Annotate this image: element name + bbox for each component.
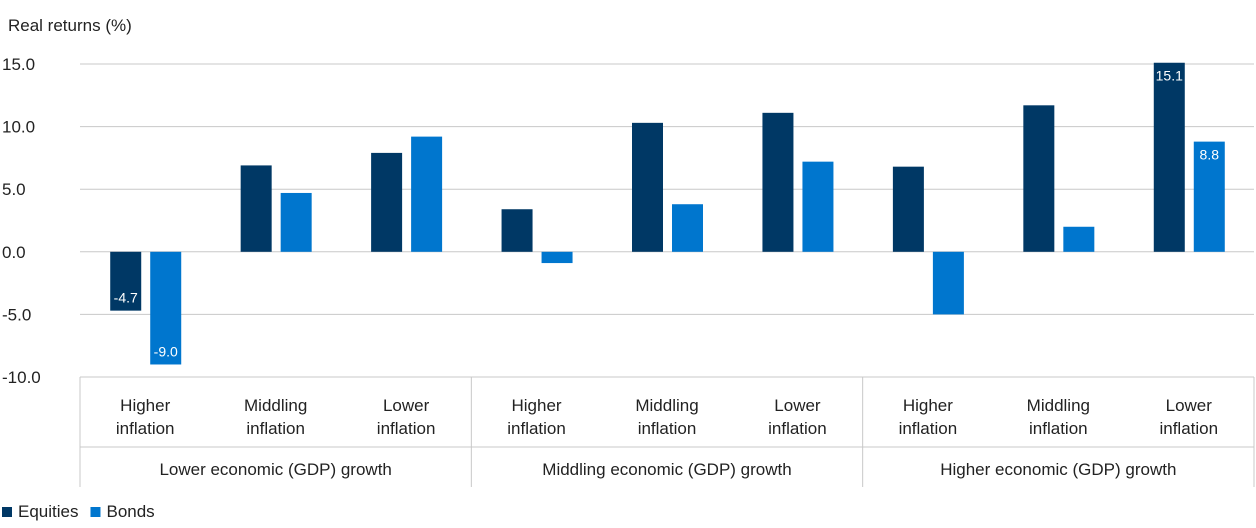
x-category-label: inflation bbox=[768, 419, 827, 438]
x-category-label: Lower bbox=[1166, 396, 1213, 415]
x-category-label: Lower bbox=[383, 396, 430, 415]
legend: Equities Bonds bbox=[2, 502, 155, 521]
x-axis: Higher inflation Middling inflation Lower inf… bbox=[79, 377, 1255, 487]
y-axis-title: Real returns (%) bbox=[8, 16, 132, 35]
x-category-label: Middling bbox=[635, 396, 698, 415]
y-tick-label: -10.0 bbox=[2, 368, 41, 387]
bar-equities bbox=[110, 251, 142, 311]
y-tick-label: 15.0 bbox=[2, 55, 35, 74]
data-label: -9.0 bbox=[154, 343, 178, 359]
x-category-label: inflation bbox=[246, 419, 305, 438]
bar-equities bbox=[501, 209, 533, 252]
x-category-label: Lower bbox=[774, 396, 821, 415]
x-category-label: Higher bbox=[903, 396, 953, 415]
y-tick-label: -5.0 bbox=[2, 305, 31, 324]
bar-bonds bbox=[1193, 141, 1225, 252]
data-labels: -4.7 15.1 -9.0 8.8 bbox=[114, 68, 1220, 360]
bar-bonds bbox=[541, 251, 573, 264]
bar-bonds bbox=[672, 204, 703, 252]
bar-bonds bbox=[932, 251, 964, 315]
x-category-label: inflation bbox=[116, 419, 175, 438]
bar-equities bbox=[762, 112, 794, 252]
legend-swatch-bonds bbox=[90, 507, 101, 517]
x-category-label: inflation bbox=[638, 419, 697, 438]
x-category-label: Higher bbox=[120, 396, 170, 415]
bar-bonds bbox=[1063, 226, 1095, 252]
legend-label-bonds: Bonds bbox=[106, 502, 154, 521]
y-tick-label: 10.0 bbox=[2, 118, 35, 137]
data-label: -4.7 bbox=[114, 290, 138, 306]
x-group-label: Middling economic (GDP) growth bbox=[542, 460, 791, 479]
data-label: 15.1 bbox=[1156, 68, 1183, 84]
x-category-label: inflation bbox=[377, 419, 436, 438]
bar-bonds bbox=[802, 161, 834, 252]
x-category-label: Middling bbox=[244, 396, 307, 415]
bar-equities bbox=[632, 122, 663, 252]
legend-swatch-equities bbox=[2, 507, 12, 517]
y-tick-labels: 15.0 10.0 5.0 0.0 -5.0 -10.0 bbox=[2, 55, 41, 387]
x-category-label: inflation bbox=[507, 419, 566, 438]
x-group-label: Lower economic (GDP) growth bbox=[159, 460, 391, 479]
bar-bonds bbox=[280, 192, 312, 252]
bar-bonds bbox=[411, 136, 443, 252]
x-category-label: inflation bbox=[1159, 419, 1218, 438]
grid-lines bbox=[80, 63, 1254, 378]
x-category-label: inflation bbox=[899, 419, 958, 438]
bar-equities bbox=[371, 152, 403, 252]
data-label: 8.8 bbox=[1200, 147, 1220, 163]
bar-equities bbox=[1023, 105, 1055, 252]
bar-equities bbox=[1153, 62, 1185, 252]
bars bbox=[110, 62, 1225, 365]
x-category-label: Middling bbox=[1027, 396, 1090, 415]
bar-bonds bbox=[150, 251, 182, 365]
x-group-label: Higher economic (GDP) growth bbox=[940, 460, 1176, 479]
y-tick-label: 5.0 bbox=[2, 180, 26, 199]
x-category-label: Higher bbox=[512, 396, 562, 415]
bar-equities bbox=[892, 166, 924, 252]
bar-equities bbox=[240, 165, 272, 252]
legend-label-equities: Equities bbox=[18, 502, 78, 521]
y-tick-label: 0.0 bbox=[2, 243, 26, 262]
x-category-label: inflation bbox=[1029, 419, 1088, 438]
